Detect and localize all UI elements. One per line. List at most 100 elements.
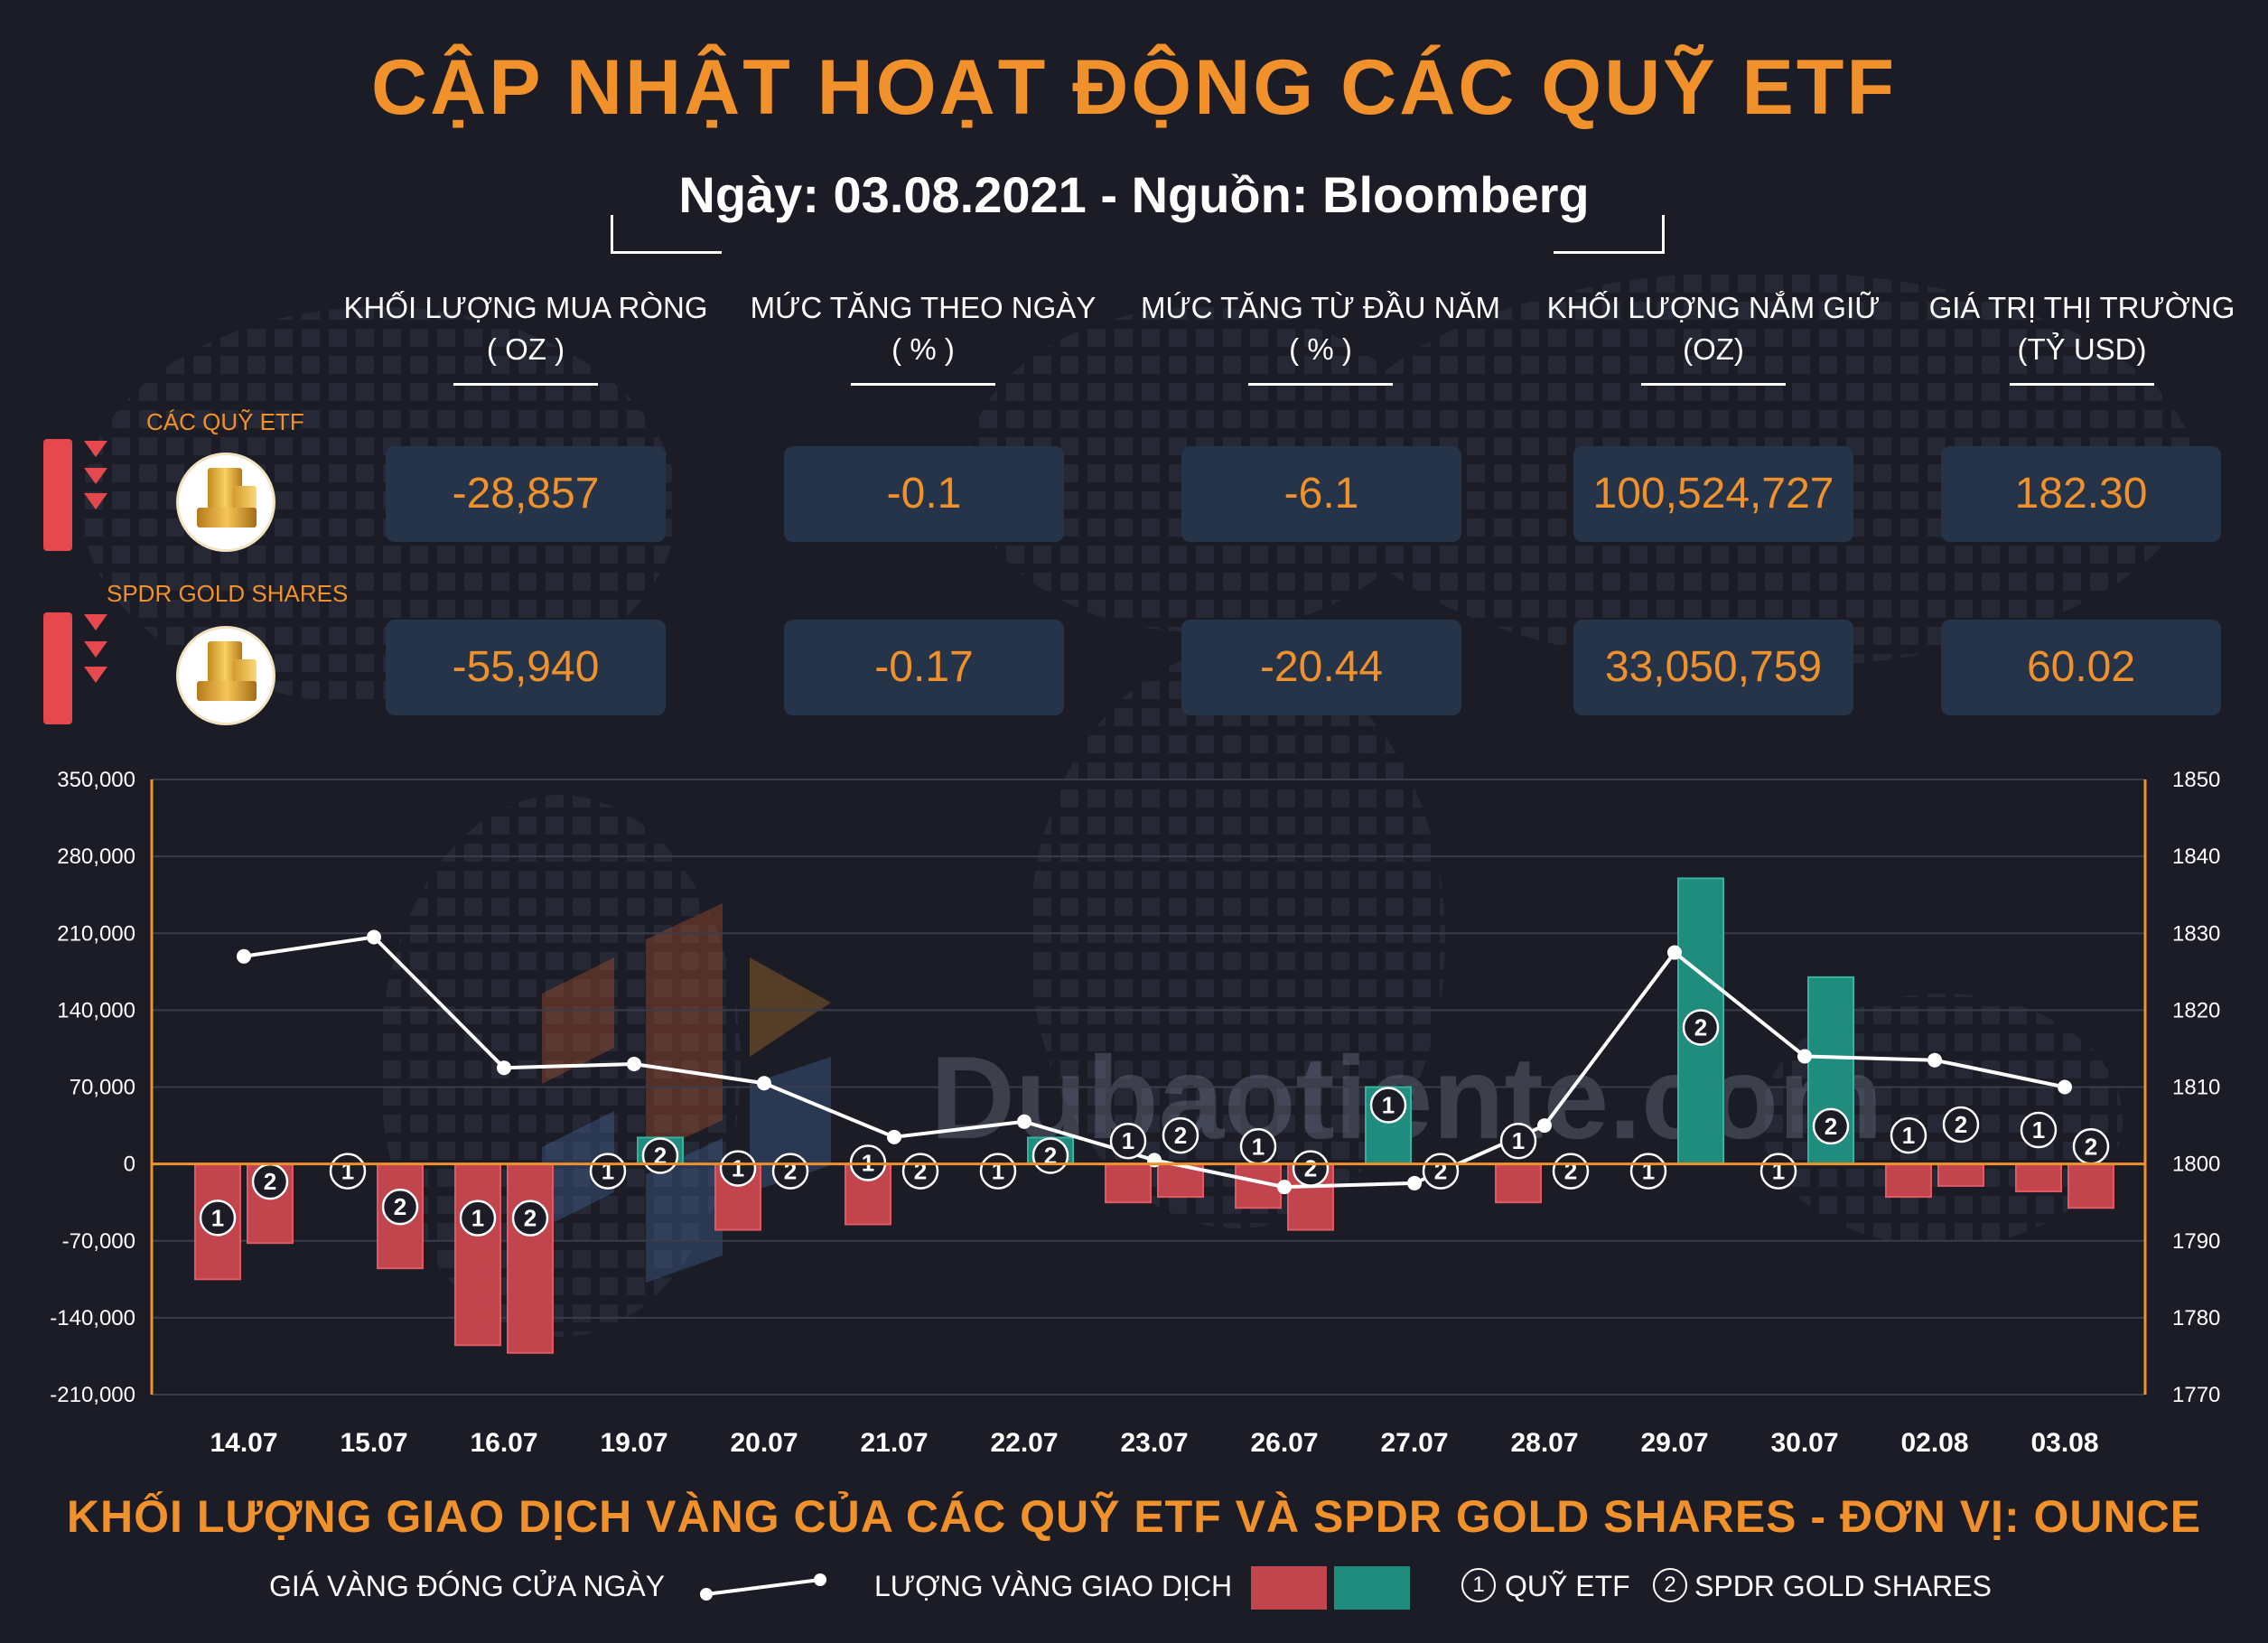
- marker-number: 1: [2032, 1116, 2045, 1144]
- y-left-tick-label: -140,000: [50, 1306, 135, 1330]
- series-marker-1: 1: [1761, 1154, 1796, 1189]
- spdr-net-buy-value: -55,940: [386, 620, 666, 715]
- gold-price-point: [2058, 1080, 2072, 1095]
- series-marker-1: 1: [1501, 1124, 1535, 1158]
- gold-price-point: [1017, 1115, 1031, 1129]
- x-tick-label: 22.07: [990, 1428, 1058, 1458]
- series-marker-1: 1: [1631, 1154, 1666, 1189]
- marker-number: 1: [1902, 1122, 1915, 1149]
- series-marker-2: 2: [513, 1201, 547, 1236]
- bar-spdr: [508, 1164, 553, 1353]
- subtitle-bracket-left: [611, 215, 722, 254]
- y-left-tick-label: 280,000: [57, 845, 135, 869]
- marker-number: 2: [524, 1205, 537, 1232]
- page-subtitle: Ngày: 03.08.2021 - Nguồn: Bloomberg: [0, 165, 2268, 224]
- down-indicator-bar: [43, 612, 72, 724]
- series-marker-2: 2: [1554, 1154, 1588, 1189]
- gold-price-point: [1797, 1049, 1812, 1063]
- y-right-tick-label: 1850: [2172, 768, 2220, 792]
- etf-market-value: 182.30: [1941, 446, 2221, 542]
- gold-price-point: [887, 1130, 901, 1144]
- series-marker-2: 2: [643, 1138, 677, 1172]
- x-tick-label: 19.07: [600, 1428, 667, 1458]
- x-tick-label: 15.07: [340, 1428, 407, 1458]
- series-marker-2: 2: [1814, 1109, 1848, 1144]
- marker-number: 2: [264, 1168, 276, 1195]
- gold-price-point: [367, 930, 381, 945]
- x-tick-label: 29.07: [1640, 1428, 1708, 1458]
- bar-etf: [1886, 1164, 1931, 1197]
- bar-etf: [1106, 1164, 1151, 1203]
- etf-net-buy-value: -28,857: [386, 446, 666, 542]
- down-indicator-bar: [43, 439, 72, 551]
- y-right-tick-label: 1790: [2172, 1229, 2220, 1254]
- marker-number: 1: [602, 1158, 614, 1185]
- series-marker-2: 2: [903, 1154, 938, 1189]
- series-marker-2: 2: [1684, 1010, 1718, 1044]
- series-marker-2: 2: [1423, 1154, 1458, 1189]
- legend-bar-label: LƯỢNG VÀNG GIAO DỊCH: [874, 1570, 1232, 1603]
- etf-daily-change-value: -0.1: [784, 446, 1064, 542]
- row-label-etf: CÁC QUỸ ETF: [146, 408, 304, 436]
- marker-number: 1: [1512, 1127, 1525, 1154]
- gold-price-point: [627, 1057, 641, 1071]
- legend-negative-swatch: [1251, 1566, 1327, 1610]
- x-tick-label: 27.07: [1380, 1428, 1448, 1458]
- series-marker-1: 1: [2021, 1113, 2056, 1147]
- gold-price-point: [1667, 946, 1682, 960]
- column-header-net-buy: KHỐI LƯỢNG MUA RÒNG( OZ ): [336, 287, 715, 386]
- column-header-daily-change: MỨC TĂNG THEO NGÀY( % ): [733, 287, 1113, 386]
- marker-number: 2: [1564, 1158, 1577, 1185]
- y-left-tick-label: 0: [124, 1153, 135, 1177]
- y-left-tick-label: 350,000: [57, 768, 135, 792]
- legend-marker-2-label: SPDR GOLD SHARES: [1694, 1570, 1992, 1603]
- y-left-tick-label: 210,000: [57, 921, 135, 946]
- x-tick-label: 28.07: [1510, 1428, 1578, 1458]
- series-marker-1: 1: [461, 1201, 495, 1236]
- spdr-holdings-value: 33,050,759: [1573, 620, 1853, 715]
- marker-number: 1: [471, 1205, 484, 1232]
- gold-price-point: [757, 1076, 771, 1090]
- y-right-tick-label: 1810: [2172, 1076, 2220, 1100]
- marker-number: 1: [992, 1158, 1004, 1185]
- bar-etf: [455, 1164, 500, 1346]
- series-marker-2: 2: [1163, 1118, 1198, 1153]
- down-arrow-icon: [84, 667, 107, 683]
- marker-number: 2: [914, 1158, 927, 1185]
- spdr-ytd-change-value: -20.44: [1181, 620, 1461, 715]
- down-arrow-icon: [84, 468, 107, 484]
- marker-number: 2: [394, 1193, 406, 1220]
- etf-ytd-change-value: -6.1: [1181, 446, 1461, 542]
- legend-marker-2-icon: 2: [1653, 1568, 1687, 1602]
- bar-spdr: [2068, 1164, 2114, 1209]
- marker-number: 1: [732, 1155, 744, 1182]
- bar-spdr: [1938, 1164, 1983, 1186]
- spdr-market-value: 60.02: [1941, 620, 2221, 715]
- gold-price-point: [1407, 1176, 1422, 1190]
- y-right-tick-label: 1770: [2172, 1383, 2220, 1407]
- marker-number: 1: [1122, 1127, 1134, 1154]
- bar-etf: [2016, 1164, 2061, 1191]
- legend-marker-1-icon: 1: [1461, 1568, 1496, 1602]
- y-left-tick-label: -70,000: [62, 1229, 135, 1254]
- subtitle-bracket-right: [1554, 215, 1665, 254]
- down-arrow-icon: [84, 493, 107, 509]
- series-marker-2: 2: [1033, 1138, 1068, 1172]
- down-arrow-icon: [84, 441, 107, 457]
- marker-number: 2: [1955, 1111, 1967, 1138]
- marker-number: 2: [1694, 1013, 1707, 1041]
- column-header-holdings: KHỐI LƯỢNG NẮM GIỮ (OZ): [1524, 287, 1903, 386]
- y-right-tick-label: 1830: [2172, 921, 2220, 946]
- y-right-tick-label: 1820: [2172, 998, 2220, 1022]
- series-marker-2: 2: [253, 1164, 287, 1199]
- gold-bar-icon: [179, 455, 273, 549]
- y-left-tick-label: 140,000: [57, 998, 135, 1022]
- legend-marker-1-label: QUỸ ETF: [1505, 1570, 1630, 1603]
- page-title: CẬP NHẬT HOẠT ĐỘNG CÁC QUỸ ETF: [0, 43, 2268, 133]
- marker-number: 1: [1382, 1092, 1395, 1119]
- x-tick-label: 16.07: [470, 1428, 537, 1458]
- gold-price-point: [237, 949, 251, 964]
- series-marker-1: 1: [981, 1154, 1015, 1189]
- x-tick-label: 20.07: [730, 1428, 798, 1458]
- gold-price-point: [1277, 1180, 1292, 1194]
